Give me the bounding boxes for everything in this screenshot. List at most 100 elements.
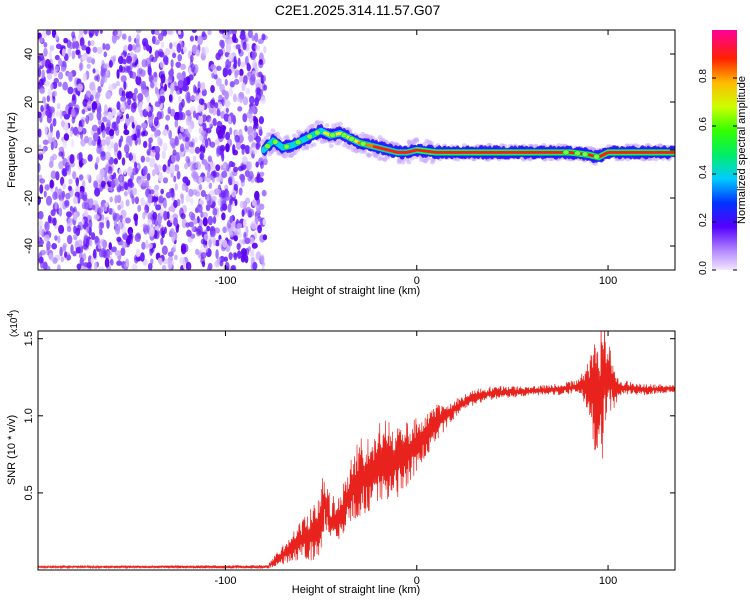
noise-blob <box>50 83 54 91</box>
noise-blob <box>254 44 261 51</box>
noise-blob <box>125 152 130 158</box>
track-halo <box>291 133 297 138</box>
noise-blob <box>134 196 140 205</box>
noise-blob <box>154 30 160 36</box>
track-marker <box>294 139 302 146</box>
noise-blob <box>137 92 144 102</box>
noise-blob <box>259 96 266 104</box>
noise-blob <box>190 165 197 172</box>
noise-blob <box>120 135 124 143</box>
track-halo <box>260 139 266 145</box>
noise-blob <box>214 227 221 234</box>
noise-blob <box>228 160 234 168</box>
noise-blob <box>161 226 165 236</box>
noise-blob <box>247 134 254 142</box>
noise-blob <box>133 93 138 100</box>
noise-blob <box>122 219 126 226</box>
noise-blob <box>221 212 226 221</box>
noise-blob <box>98 266 105 270</box>
noise-blob <box>45 195 52 206</box>
noise-blob <box>222 239 228 248</box>
noise-blob <box>212 207 218 216</box>
noise-blob <box>113 142 119 152</box>
noise-blob <box>123 169 127 175</box>
noise-blob <box>258 116 265 125</box>
snr-series-line <box>38 331 675 570</box>
noise-blob <box>263 84 268 91</box>
noise-blob <box>242 41 247 51</box>
noise-blob <box>250 220 257 230</box>
noise-blob <box>81 55 87 62</box>
noise-blob <box>141 131 146 137</box>
noise-blob <box>88 219 93 230</box>
noise-blob <box>177 54 183 62</box>
noise-blob <box>249 95 255 105</box>
noise-blob <box>156 93 161 99</box>
noise-blob <box>185 185 189 193</box>
noise-blob <box>258 71 263 78</box>
noise-blob <box>85 114 90 125</box>
noise-blob <box>44 125 48 135</box>
noise-blob <box>254 32 259 43</box>
noise-blob <box>224 64 229 71</box>
noise-blob <box>167 259 173 270</box>
noise-blob <box>238 49 244 57</box>
noise-blob <box>71 116 76 124</box>
noise-blob <box>117 55 124 65</box>
noise-blob <box>219 260 224 267</box>
noise-blob <box>245 225 249 235</box>
noise-blob <box>145 105 152 112</box>
noise-blob <box>144 209 148 216</box>
noise-blob <box>57 81 62 87</box>
noise-blob <box>94 187 101 197</box>
noise-blob <box>205 195 210 202</box>
noise-region <box>38 30 268 270</box>
noise-blob <box>67 86 74 95</box>
noise-blob <box>215 77 222 87</box>
noise-blob <box>120 200 124 209</box>
noise-blob <box>119 185 125 192</box>
noise-blob <box>239 200 244 209</box>
noise-blob <box>233 166 239 173</box>
noise-blob <box>113 220 118 227</box>
noise-blob <box>75 227 81 237</box>
noise-blob <box>88 30 95 37</box>
noise-blob <box>192 110 197 119</box>
noise-blob <box>152 196 159 203</box>
noise-blob <box>262 158 268 166</box>
noise-blob <box>67 185 72 192</box>
noise-blob <box>138 179 143 187</box>
noise-blob <box>257 216 262 222</box>
noise-blob <box>109 196 113 203</box>
noise-blob <box>151 56 158 63</box>
noise-blob <box>220 149 224 159</box>
spectrogram-xtick-label: 0 <box>414 275 420 287</box>
noise-blob <box>72 41 76 50</box>
noise-blob <box>231 264 237 270</box>
noise-blob <box>58 146 65 153</box>
noise-blob <box>148 243 153 249</box>
noise-blob <box>151 30 156 35</box>
noise-blob <box>133 119 138 126</box>
noise-blob <box>238 187 243 196</box>
noise-blob <box>201 31 206 38</box>
noise-blob <box>238 128 243 138</box>
noise-blob <box>107 166 113 175</box>
noise-blob <box>167 106 171 115</box>
noise-blob <box>49 45 55 52</box>
noise-blob <box>66 234 73 245</box>
noise-blob <box>169 215 174 223</box>
noise-blob <box>94 261 98 270</box>
snr-xtick-label: -100 <box>214 575 236 587</box>
noise-blob <box>103 63 110 69</box>
noise-blob <box>69 153 75 164</box>
noise-blob <box>68 178 73 185</box>
noise-blob <box>225 43 232 53</box>
noise-blob <box>239 68 244 77</box>
noise-blob <box>195 49 200 57</box>
noise-blob <box>86 173 91 181</box>
noise-blob <box>94 162 98 170</box>
noise-blob <box>142 165 148 176</box>
noise-blob <box>202 217 208 227</box>
noise-blob <box>67 71 73 78</box>
